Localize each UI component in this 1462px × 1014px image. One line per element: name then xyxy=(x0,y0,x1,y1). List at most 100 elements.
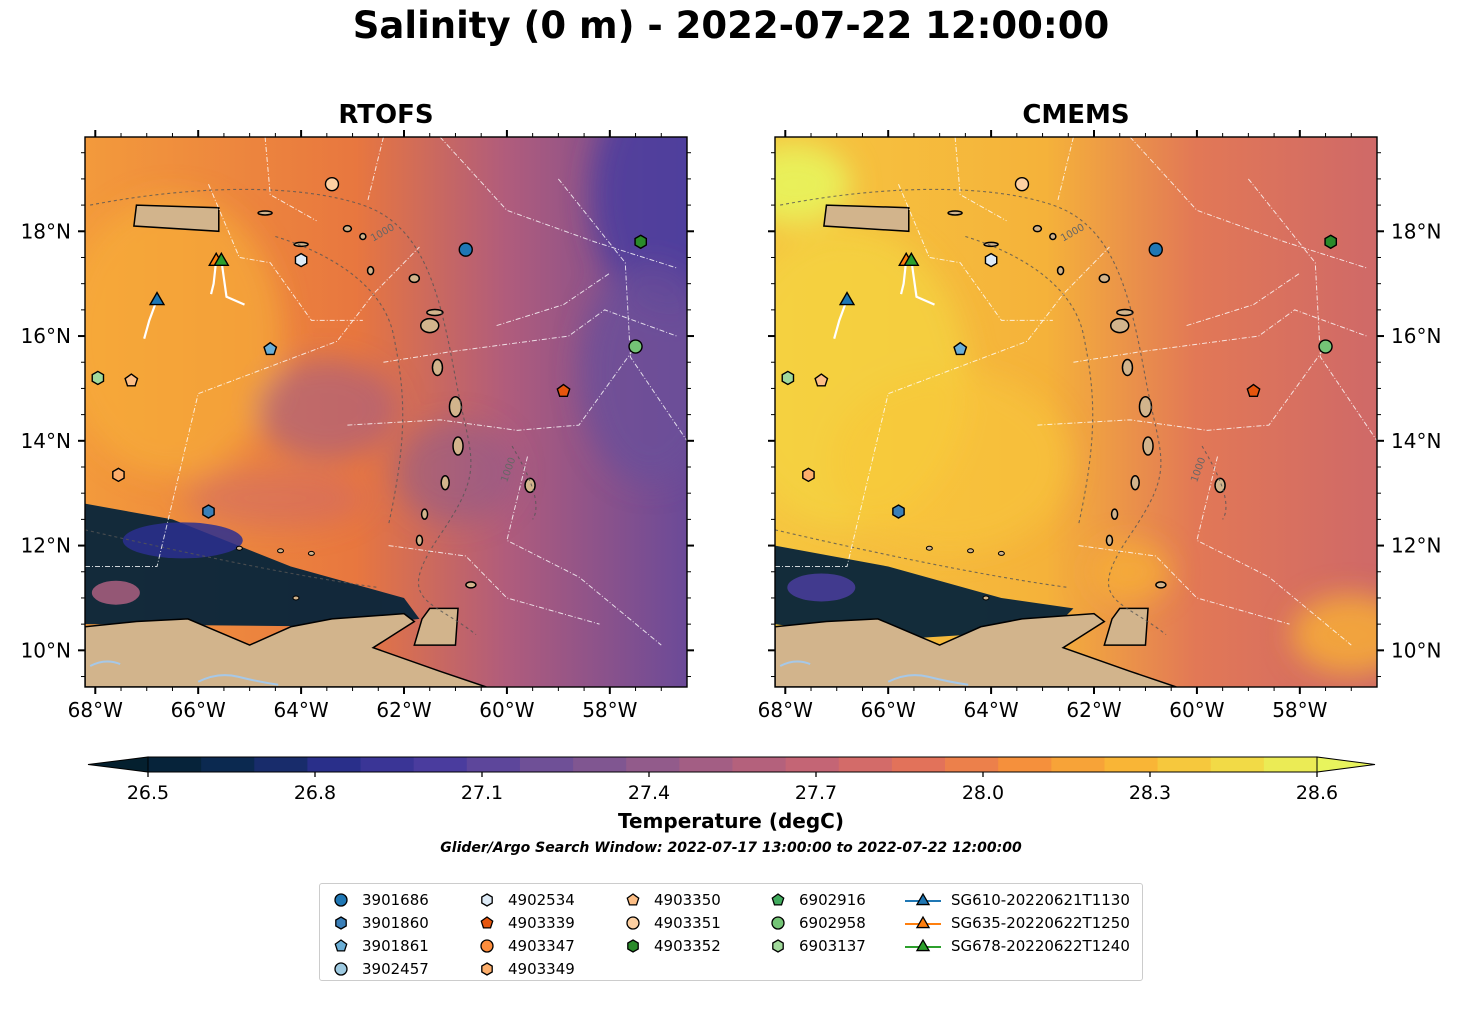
pentagon-legend-icon xyxy=(480,915,494,928)
lon-tick-label: 58°W xyxy=(582,698,637,722)
legend-label: 3901686 xyxy=(362,890,429,909)
land xyxy=(775,204,1226,687)
bathymetry-contours xyxy=(775,188,1227,636)
legend-item: 4903347 xyxy=(476,934,575,957)
float-marker-4903351[interactable] xyxy=(324,176,340,192)
float-marker-6902958[interactable] xyxy=(628,339,643,354)
legend-label: SG635-20220622T1250 xyxy=(951,913,1130,932)
glider-track xyxy=(833,299,849,339)
float-marker-4903339[interactable] xyxy=(556,383,571,398)
float-marker-6903137[interactable] xyxy=(781,370,795,386)
glider-marker-SG678-20220622T1240[interactable] xyxy=(213,251,230,266)
glider-track xyxy=(899,259,908,295)
map-frame xyxy=(84,136,688,688)
legend-column: 3901686 3901860 3901861 3902457 xyxy=(330,888,429,980)
colorbar-tick-label: 28.0 xyxy=(962,782,1004,804)
legend-label: 4903347 xyxy=(508,936,575,955)
eez-boundaries xyxy=(85,137,687,646)
legend: 3901686 3901860 3901861 3902457 4902534 49033… xyxy=(319,883,1143,981)
colorbar: 26.5 26.8 27.1 27.4 27.7 28.0 28.3 28.6 xyxy=(87,756,1376,804)
circle-legend-icon xyxy=(334,961,348,976)
lat-tick-label: 10°N xyxy=(21,638,71,662)
glider-marker-SG610-20220621T1130[interactable] xyxy=(148,291,166,306)
float-marker-3901860[interactable] xyxy=(202,504,215,519)
legend-item: 6902958 xyxy=(767,911,866,934)
float-marker-4903339[interactable] xyxy=(1246,383,1261,398)
hexagon-legend-icon xyxy=(335,915,347,930)
float-marker-4902534[interactable] xyxy=(984,252,998,268)
legend-label: 6902958 xyxy=(799,913,866,932)
legend-item: 3901686 xyxy=(330,888,429,911)
lon-tick-label: 64°W xyxy=(963,698,1018,722)
colorbar-tick-label: 28.3 xyxy=(1129,782,1171,804)
glider-marker-SG678-20220622T1240[interactable] xyxy=(903,251,920,266)
legend-column: 6902916 6902958 6903137 xyxy=(767,888,866,957)
colorbar-swatches xyxy=(148,757,1318,772)
glider-marker-SG610-20220621T1130[interactable] xyxy=(838,291,856,306)
legend-label: 4903350 xyxy=(654,890,721,909)
legend-label: 4903349 xyxy=(508,959,575,978)
hexagon-legend-icon xyxy=(772,938,784,953)
circle-legend-icon xyxy=(626,915,640,930)
lat-tick-label: 16°N xyxy=(1391,324,1441,348)
glider-track xyxy=(220,259,245,306)
lat-tick-label: 18°N xyxy=(21,219,71,243)
float-marker-6903137[interactable] xyxy=(91,370,105,386)
lat-tick-label: 14°N xyxy=(1391,429,1441,453)
float-marker-3901686[interactable] xyxy=(458,242,473,257)
legend-item: SG678-20220622T1240 xyxy=(905,934,1130,957)
float-marker-4903352[interactable] xyxy=(1324,234,1338,250)
lon-tick-label: 60°W xyxy=(479,698,534,722)
legend-label: 6902916 xyxy=(799,890,866,909)
circle-legend-icon xyxy=(771,915,785,930)
legend-item: 4903339 xyxy=(476,911,575,934)
triangle-line-legend-icon xyxy=(905,892,941,905)
legend-item: 6903137 xyxy=(767,934,866,957)
float-marker-3901861[interactable] xyxy=(953,341,968,356)
float-marker-4903349[interactable] xyxy=(802,467,815,483)
legend-label: SG678-20220622T1240 xyxy=(951,936,1130,955)
legend-item: 3901860 xyxy=(330,911,429,934)
float-marker-4903349[interactable] xyxy=(112,467,125,483)
lon-tick-label: 68°W xyxy=(758,698,813,722)
float-marker-4902534[interactable] xyxy=(294,252,308,268)
bathymetry-contours xyxy=(85,188,537,636)
legend-item: SG635-20220622T1250 xyxy=(905,911,1130,934)
legend-item: 4903349 xyxy=(476,957,575,980)
lon-tick-label: 62°W xyxy=(376,698,431,722)
legend-label: 3902457 xyxy=(362,959,429,978)
lon-tick-label: 60°W xyxy=(1169,698,1224,722)
colorbar-extend-max xyxy=(1316,756,1376,773)
float-marker-3901686[interactable] xyxy=(1148,242,1163,257)
float-marker-4903350[interactable] xyxy=(814,373,829,387)
panel-title-rtofs: RTOFS xyxy=(338,100,434,130)
axis-ticks xyxy=(768,130,1384,694)
search-window-text: Glider/Argo Search Window: 2022-07-17 13… xyxy=(440,840,1022,856)
pentagon-legend-icon xyxy=(771,892,785,905)
circle-legend-icon xyxy=(480,938,494,953)
pentagon-legend-icon xyxy=(334,938,348,951)
axis-ticks xyxy=(78,130,694,694)
float-marker-4903351[interactable] xyxy=(1014,176,1030,192)
glider-track xyxy=(143,299,159,339)
float-marker-3901860[interactable] xyxy=(892,504,905,519)
float-marker-4903352[interactable] xyxy=(634,234,648,250)
map-frame xyxy=(774,136,1378,688)
colorbar-tick-label: 26.5 xyxy=(127,782,169,804)
legend-label: 6903137 xyxy=(799,936,866,955)
legend-item: 4903351 xyxy=(622,911,721,934)
float-marker-6902958[interactable] xyxy=(1318,339,1333,354)
lon-tick-label: 62°W xyxy=(1066,698,1121,722)
legend-label: SG610-20220621T1130 xyxy=(951,890,1130,909)
lat-tick-label: 14°N xyxy=(21,429,71,453)
lon-tick-label: 66°W xyxy=(861,698,916,722)
lat-tick-label: 16°N xyxy=(21,324,71,348)
pentagon-legend-icon xyxy=(626,892,640,905)
lat-tick-label: 12°N xyxy=(1391,534,1441,558)
float-marker-3901861[interactable] xyxy=(263,341,278,356)
float-marker-4903350[interactable] xyxy=(124,373,139,387)
legend-item: 3901861 xyxy=(330,934,429,957)
